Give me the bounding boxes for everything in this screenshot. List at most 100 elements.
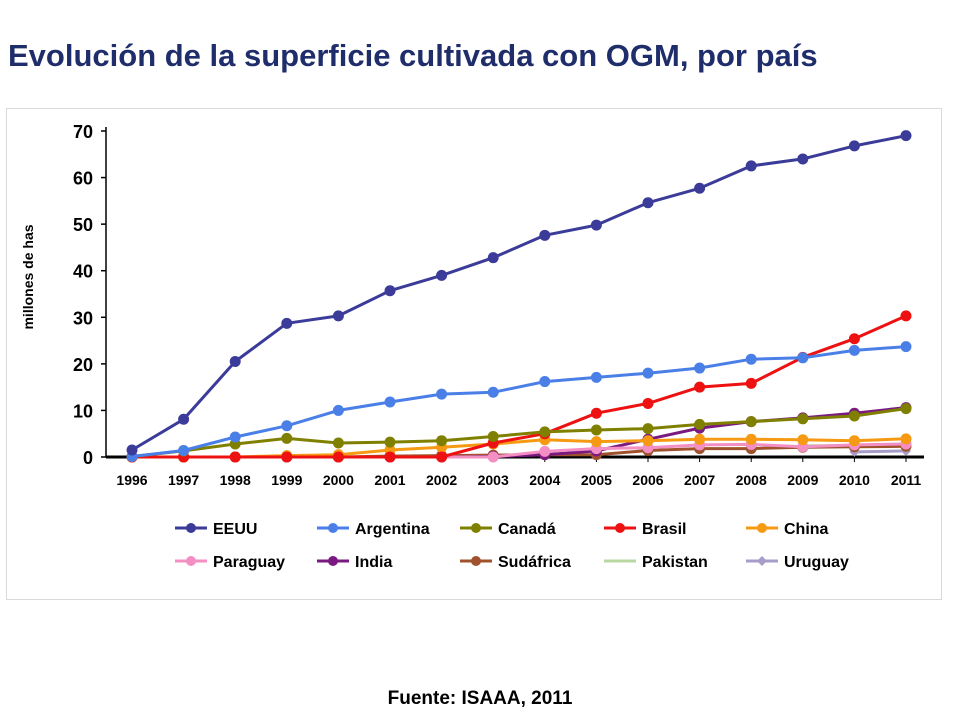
data-point (694, 182, 706, 194)
x-tick-label: 2004 (529, 472, 560, 488)
y-tick-label: 50 (73, 215, 93, 235)
y-tick-label: 70 (73, 122, 93, 142)
legend-item: Canadá (460, 521, 556, 538)
legend-label: China (784, 521, 829, 538)
legend-label: Pakistan (642, 554, 708, 571)
data-point (384, 285, 396, 297)
chart-panel: 0 10 20 30 40 50 60 70 1996 1997 1998 1999 2000 2001 2… (6, 108, 942, 600)
legend-label: Paraguay (213, 554, 285, 571)
series-eeuu (126, 130, 912, 456)
legend-item: Sudáfrica (460, 554, 571, 571)
data-point (694, 381, 706, 393)
series-line (131, 407, 907, 458)
legend-swatch-marker (328, 523, 338, 533)
x-tick-label: 2003 (478, 472, 509, 488)
data-point (642, 367, 654, 379)
data-point (539, 445, 551, 457)
x-tick-label: 2002 (426, 472, 457, 488)
legend-label: Argentina (355, 521, 430, 538)
data-point (384, 451, 396, 463)
data-point (642, 423, 654, 435)
data-point (539, 229, 551, 241)
data-point (178, 413, 190, 425)
legend-item: Uruguay (746, 554, 849, 571)
data-point (436, 451, 448, 463)
x-tick-label: 2008 (736, 472, 767, 488)
data-point (745, 416, 757, 428)
legend-swatch-marker (757, 556, 767, 566)
data-point (590, 371, 602, 383)
data-point (281, 432, 293, 444)
legend-item: Paraguay (175, 554, 285, 571)
data-point (384, 396, 396, 408)
data-point (745, 353, 757, 365)
x-tick-label: 1996 (116, 472, 147, 488)
data-point (694, 433, 706, 445)
legend-swatch-marker (757, 523, 767, 533)
data-point (848, 140, 860, 152)
data-point (487, 431, 499, 443)
data-point (590, 436, 602, 448)
data-point (797, 413, 809, 425)
line-chart: 0 10 20 30 40 50 60 70 1996 1997 1998 1999 2000 2001 2… (20, 122, 924, 571)
y-tick-label: 10 (73, 401, 93, 421)
legend-item: China (746, 521, 829, 538)
data-point (539, 376, 551, 388)
x-tick-label: 1999 (271, 472, 302, 488)
data-point (487, 386, 499, 398)
series-line (131, 134, 907, 452)
data-point (487, 252, 499, 264)
data-point (281, 420, 293, 432)
legend-item: India (317, 554, 392, 571)
x-tick-label: 2005 (581, 472, 612, 488)
data-point (848, 344, 860, 356)
y-tick-label: 0 (83, 448, 93, 468)
data-point (436, 388, 448, 400)
source-note: Fuente: ISAAA, 2011 (387, 688, 573, 709)
data-point (848, 333, 860, 345)
data-point (332, 437, 344, 449)
legend-swatch-marker (471, 556, 481, 566)
data-point (436, 435, 448, 447)
legend-label: EEUU (213, 521, 257, 538)
data-point (797, 434, 809, 446)
data-point (436, 269, 448, 281)
x-tick-label: 2007 (684, 472, 715, 488)
data-point (848, 435, 860, 447)
data-point (229, 451, 241, 463)
x-tick-label: 1997 (168, 472, 199, 488)
data-point (642, 435, 654, 447)
legend-swatch-marker (186, 523, 196, 533)
series-line (131, 345, 907, 458)
series-line (132, 314, 907, 459)
data-point (900, 341, 912, 353)
data-point (384, 436, 396, 448)
data-point (797, 153, 809, 165)
data-point (126, 444, 138, 456)
legend-swatch-marker (615, 523, 625, 533)
data-point (900, 130, 912, 142)
x-tick-label: 2006 (632, 472, 663, 488)
legend-label: Sudáfrica (498, 554, 571, 571)
page-title: Evolución de la superficie cultivada con… (8, 38, 818, 73)
x-tick-label: 2000 (323, 472, 354, 488)
data-point (900, 310, 912, 322)
series-line (132, 442, 907, 459)
data-point (281, 317, 293, 329)
series-layer (126, 130, 912, 463)
y-tick-label: 20 (73, 355, 93, 375)
y-tick-label: 40 (73, 262, 93, 282)
x-tick-label: 2011 (891, 472, 922, 488)
data-point (487, 451, 499, 463)
data-point (797, 352, 809, 364)
y-tick-label: 30 (73, 308, 93, 328)
data-point (332, 310, 344, 322)
data-point (642, 397, 654, 409)
legend-item: EEUU (175, 521, 257, 538)
data-point (332, 451, 344, 463)
data-point (848, 410, 860, 422)
legend-item: Brasil (604, 521, 686, 538)
legend-item: Pakistan (604, 554, 708, 571)
data-point (900, 403, 912, 415)
legend-swatch-marker (186, 556, 196, 566)
